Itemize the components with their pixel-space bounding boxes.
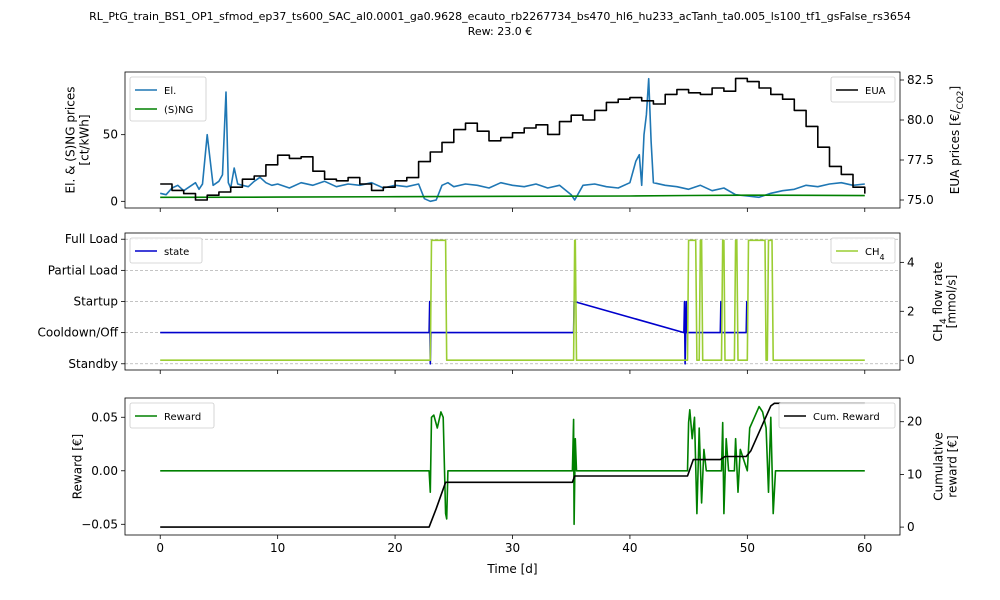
y-tick-label-left: −0.05 [81,517,118,531]
y-axis-label-right: EUA prices [€/CO2] [948,86,966,194]
y-axis-label-left: El. & (S)NG prices [ct/kWh] [64,87,92,194]
y-tick-label-right: 10 [907,467,922,481]
x-tick-label: 60 [857,541,872,555]
y-tick-label-left: Cooldown/Off [37,326,118,340]
legend-box [129,237,203,264]
y-tick-label-right: 77.5 [907,153,934,167]
y-axis-label-left-line: El. & (S)NG prices [64,87,78,194]
legend-right: Cum. Reward [778,402,896,429]
y-tick-label-right: 80.0 [907,113,934,127]
y-tick-label-left: Standby [68,357,118,371]
legend-right: CH4 [830,237,896,264]
y-axis-label-left-line: [ct/kWh] [78,114,92,165]
legend-right: EUA [830,76,896,103]
series-line-cum-reward [160,402,865,528]
y-axis-label-right-line: CH4 flow rate [931,262,949,342]
x-axis-label: Time [d] [486,562,537,576]
y-axis-label-right-line: Cumulative [932,432,946,501]
panel-state: Standby Cooldown/Off Startup Partial Load Fu… [37,232,915,374]
y-tick-label-left: 50 [103,128,118,142]
y-tick-label-left: Startup [73,295,118,309]
legend-label: Cum. Reward [813,412,880,423]
y-tick-label-right: 2 [907,304,915,318]
legend-box [830,76,896,103]
y-tick-label-right: 20 [907,415,922,429]
figure-title: RL_PtG_train_BS1_OP1_sfmod_ep37_ts600_SA… [89,10,911,23]
x-tick-label: 50 [740,541,755,555]
y-tick-label-left: 0.00 [91,464,118,478]
legend-label: CH4 [865,247,885,262]
legend-label: El. [164,86,176,97]
y-axis-label-right-line: reward [€] [946,435,960,497]
y-axis-label-right: Cumulative reward [€] [932,432,960,501]
series-line-reward [160,405,865,526]
legend-box [129,76,207,122]
y-tick-label-left: 0 [110,194,118,208]
panel-prices: 0 50 75.0 77.5 80.0 82.5 El. (S)NG EUA [103,71,934,212]
x-tick-label: 30 [505,541,520,555]
y-axis-label-right-line: EUA prices [€/CO2] [948,86,966,194]
y-tick-label-right: 0 [907,520,915,534]
axes-frame [124,71,901,209]
y-tick-label-left: Partial Load [48,263,118,277]
y-axis-label-right: CH4 flow rate [mmol/s] [931,262,959,342]
x-tick-label: 0 [156,541,164,555]
y-tick-label-right: 4 [907,255,915,269]
series-line-eua [160,77,866,201]
y-tick-label-right: 82.5 [907,73,934,87]
legend-left: state [129,237,203,264]
y-axis-label-left: Reward [€] [71,434,85,500]
axes-frame [124,397,901,536]
legend-label: state [164,247,189,258]
figure-subtitle: Rew: 23.0 € [467,25,533,38]
legend-left: El. (S)NG [129,76,207,122]
y-tick-label-left: 0.05 [91,410,118,424]
legend-left: Reward [129,402,215,429]
series-line-el- [160,77,865,203]
legend-box [129,402,215,429]
x-tick-label: 20 [387,541,402,555]
panel-reward: 0 10 20 30 40 50 60 −0.05 0.00 0.05 0 10 20 Time [d] R… [81,397,922,576]
legend-box [830,237,896,264]
series-line--s-ng [160,194,865,199]
series-line-ch4 [160,239,865,361]
legend-box [778,402,896,429]
legend-label: (S)NG [164,105,193,116]
y-axis-label-left-line: Reward [€] [71,434,85,500]
legend-label: Reward [164,412,201,423]
y-tick-label-right: 0 [907,353,915,367]
axes-frame [124,232,901,371]
x-tick-label: 40 [622,541,637,555]
legend-label: EUA [865,86,886,97]
y-axis-label-right-line: [mmol/s] [945,275,959,329]
x-tick-label: 10 [270,541,285,555]
y-tick-label-right: 75.0 [907,193,934,207]
series-line-state [160,300,749,365]
y-tick-label-left: Full Load [65,232,118,246]
